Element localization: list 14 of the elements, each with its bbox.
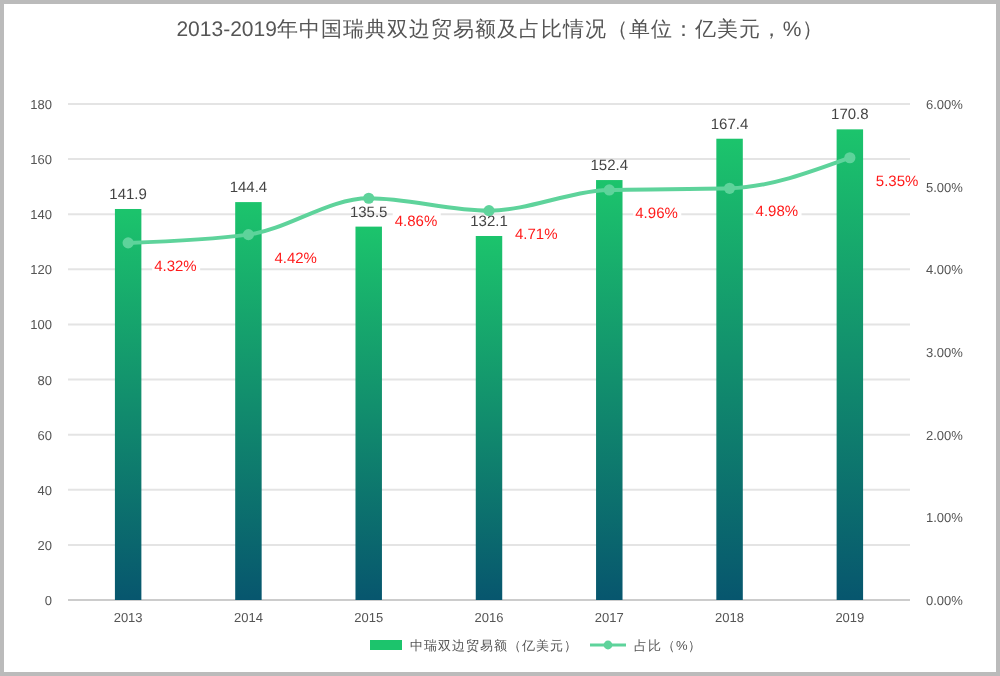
bar (596, 180, 623, 600)
point (844, 152, 856, 164)
bar (114, 208, 142, 600)
point (603, 184, 615, 196)
point (363, 192, 375, 204)
point (122, 237, 134, 249)
point (723, 182, 736, 194)
bar (235, 202, 262, 600)
bar (355, 226, 382, 600)
bar (475, 235, 503, 600)
bar (716, 138, 743, 600)
point (242, 229, 255, 241)
chart-title: 2013-2019年中国瑞典双边贸易额及占比情况（单位：亿美元，%） (176, 16, 824, 42)
bar (836, 129, 864, 600)
